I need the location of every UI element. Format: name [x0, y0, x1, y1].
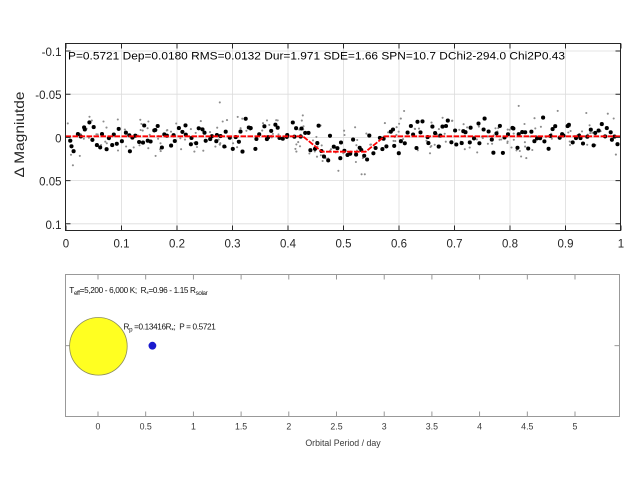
svg-text:0.6: 0.6 — [391, 238, 407, 250]
svg-text:2: 2 — [286, 422, 291, 432]
svg-text:0.5: 0.5 — [140, 422, 152, 432]
svg-text:0: 0 — [96, 422, 101, 432]
svg-text:0: 0 — [63, 238, 69, 250]
svg-text:3: 3 — [382, 422, 387, 432]
svg-text:Orbital Period / day: Orbital Period / day — [305, 438, 381, 448]
svg-text:0.8: 0.8 — [502, 238, 518, 250]
svg-text:0.9: 0.9 — [558, 238, 574, 250]
svg-text:0: 0 — [55, 133, 61, 145]
svg-text:0.05: 0.05 — [39, 177, 61, 189]
svg-text:P=0.5721 Dep=0.0180 RMS=0.0132: P=0.5721 Dep=0.0180 RMS=0.0132 Dur=1.971… — [68, 51, 565, 63]
svg-text:4.5: 4.5 — [521, 422, 533, 432]
svg-text:0.7: 0.7 — [447, 238, 463, 250]
svg-text:3.5: 3.5 — [426, 422, 438, 432]
svg-text:4: 4 — [477, 422, 482, 432]
svg-text:Rp =0.13416R*; P = 0.5721: Rp =0.13416R*; P = 0.5721 — [124, 322, 217, 334]
svg-text:-0.05: -0.05 — [35, 90, 61, 102]
svg-text:1: 1 — [191, 422, 196, 432]
svg-text:1.5: 1.5 — [235, 422, 247, 432]
svg-text:2.5: 2.5 — [330, 422, 342, 432]
svg-text:0.1: 0.1 — [46, 220, 62, 232]
svg-text:-0.1: -0.1 — [42, 47, 62, 59]
svg-text:0.2: 0.2 — [169, 238, 185, 250]
svg-text:5: 5 — [573, 422, 578, 432]
svg-text:0.5: 0.5 — [336, 238, 352, 250]
svg-text:0.3: 0.3 — [225, 238, 241, 250]
svg-text:0.1: 0.1 — [114, 238, 130, 250]
svg-text:Δ Magniutde: Δ Magniutde — [11, 91, 27, 177]
svg-text:0.4: 0.4 — [280, 238, 297, 250]
svg-text:1: 1 — [618, 238, 624, 250]
